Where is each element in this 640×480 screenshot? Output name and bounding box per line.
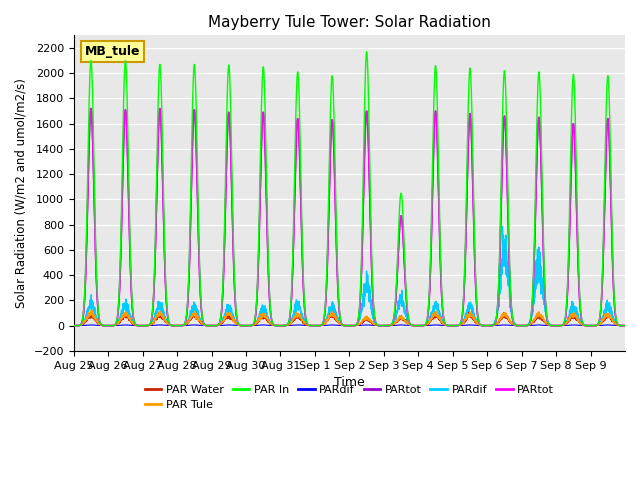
- Text: MB_tule: MB_tule: [85, 45, 140, 58]
- Y-axis label: Solar Radiation (W/m2 and umol/m2/s): Solar Radiation (W/m2 and umol/m2/s): [15, 78, 28, 308]
- Legend: PAR Water, PAR Tule, PAR In, PARdif, PARtot, PARdif, PARtot: PAR Water, PAR Tule, PAR In, PARdif, PAR…: [140, 380, 559, 415]
- X-axis label: Time: Time: [334, 376, 365, 389]
- Title: Mayberry Tule Tower: Solar Radiation: Mayberry Tule Tower: Solar Radiation: [208, 15, 491, 30]
